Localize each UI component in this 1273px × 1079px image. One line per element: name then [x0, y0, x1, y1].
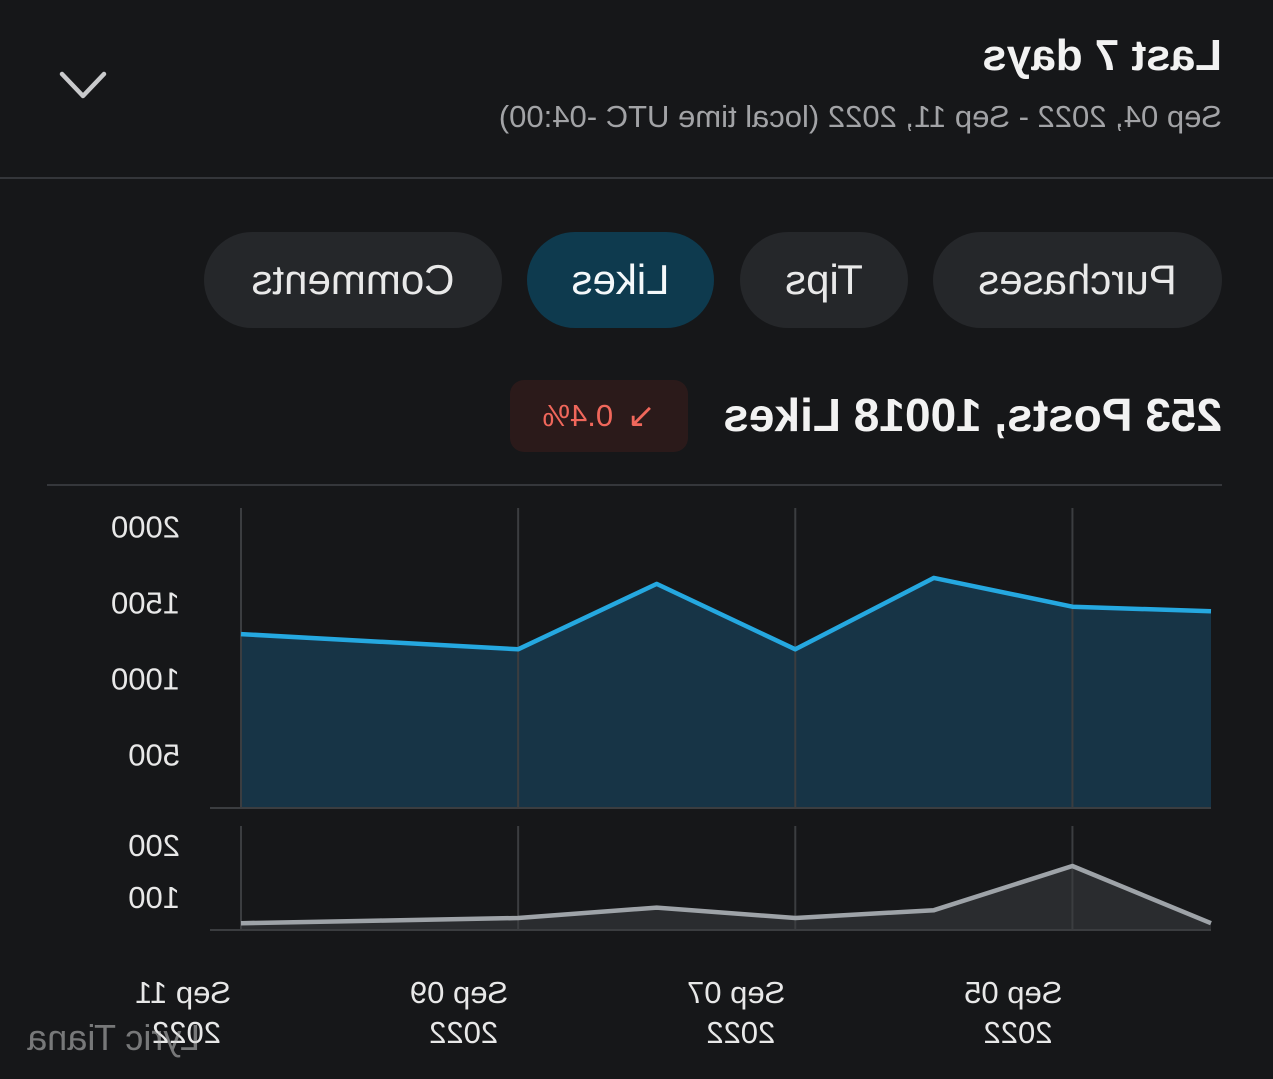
summary-totals: 253 Posts, 10018 Likes: [723, 389, 1222, 441]
change-value: 0.4%: [542, 398, 614, 433]
likes-line: [240, 575, 1212, 652]
period-subtitle: Sep 04, 2022 - Sep 11, 2022 (local time …: [498, 99, 1222, 134]
chevron-down-icon[interactable]: [53, 62, 113, 108]
posts-line: [240, 863, 1212, 926]
posts-ytick-label: 200: [128, 828, 180, 863]
period-title: Last 7 days: [982, 31, 1222, 80]
likes-area: [241, 577, 1211, 808]
likes-ytick-label: 500: [128, 737, 180, 772]
posts-area: [241, 866, 1211, 930]
summary-divider: [47, 484, 1222, 486]
likes-posts-chart: 500 1000 1500 2000 100 200 Sep 05 2022 Sep 07 202…: [111, 508, 1212, 1050]
xtick-year: 2022: [152, 1015, 221, 1050]
posts-ytick-label: 100: [128, 880, 180, 915]
xtick-label: Sep 07: [687, 975, 785, 1010]
xtick-label: Sep 09: [410, 975, 508, 1010]
change-badge: ↘ 0.4%: [510, 380, 688, 452]
tab-tips[interactable]: Tips: [740, 232, 908, 328]
tab-likes[interactable]: Likes: [527, 232, 714, 328]
likes-ytick-label: 2000: [111, 509, 180, 544]
xtick-year: 2022: [706, 1015, 775, 1050]
tab-purchases[interactable]: Purchases: [933, 232, 1222, 328]
xtick-label: Sep 11: [135, 975, 231, 1010]
xtick-year: 2022: [983, 1015, 1052, 1050]
xtick-year: 2022: [429, 1015, 498, 1050]
header-divider: [0, 177, 1273, 179]
likes-ytick-label: 1500: [111, 585, 180, 620]
likes-ytick-label: 1000: [111, 661, 180, 696]
tab-comments[interactable]: Comments: [204, 232, 502, 328]
xtick-label: Sep 05: [964, 975, 1062, 1010]
watermark: Lyric Tiana: [27, 1017, 200, 1058]
arrow-down-right-icon: ↘: [627, 397, 656, 435]
